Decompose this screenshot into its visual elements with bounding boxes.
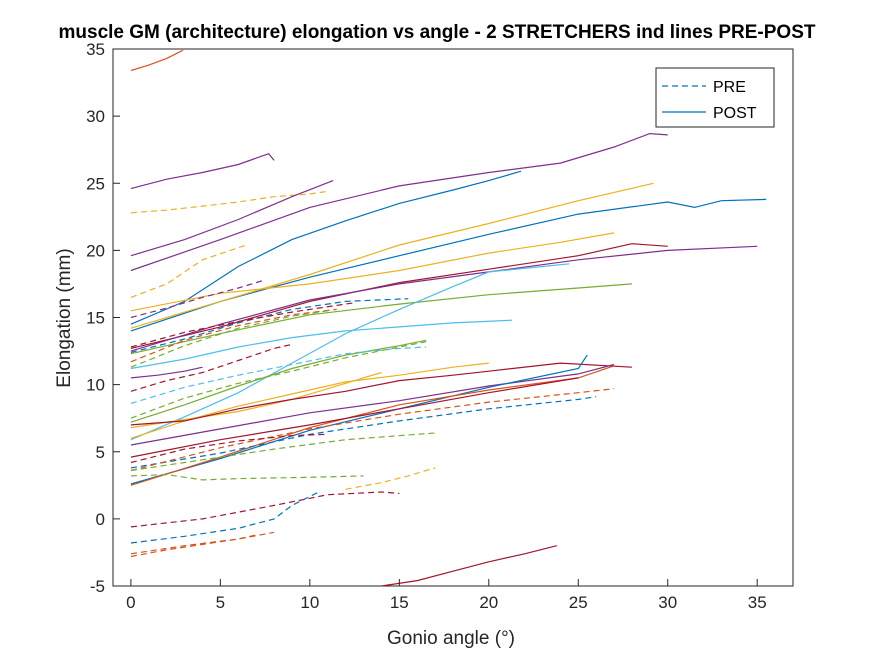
- y-tick-label: 15: [86, 309, 105, 328]
- pre-series-line: [130, 302, 355, 348]
- x-tick-label: 35: [748, 593, 767, 612]
- post-series-line: [130, 49, 184, 72]
- post-series-line: [130, 366, 203, 379]
- post-series-line: [130, 245, 758, 352]
- pre-series-line: [130, 190, 328, 214]
- x-tick-label: 20: [479, 593, 498, 612]
- pre-series-line: [130, 433, 328, 464]
- x-axis-label: Gonio angle (°): [387, 628, 515, 649]
- x-tick-label: 30: [658, 593, 677, 612]
- pre-series-line: [130, 244, 248, 298]
- pre-series-line: [130, 310, 328, 368]
- legend: PRE POST: [655, 67, 775, 128]
- pre-series-line: [130, 396, 597, 469]
- pre-series-line: [130, 343, 293, 392]
- post-series-line: [130, 263, 570, 441]
- post-series-line: [130, 339, 427, 423]
- post-series-line: [130, 182, 654, 329]
- pre-series-line: [130, 491, 400, 528]
- pre-series-line: [130, 298, 409, 353]
- pre-series-line: [130, 534, 257, 558]
- y-tick-label: 20: [86, 241, 105, 260]
- pre-series-line: [130, 346, 427, 404]
- y-tick-label: 5: [96, 443, 105, 462]
- y-tick-label: 25: [86, 174, 105, 193]
- y-tick-label: 35: [86, 40, 105, 59]
- series-layer: [130, 49, 767, 587]
- y-tick-label: 0: [96, 510, 105, 529]
- pre-series-line: [345, 467, 436, 490]
- chart-title: muscle GM (architecture) elongation vs a…: [59, 22, 816, 43]
- pre-series-line: [130, 432, 436, 472]
- y-tick-label: 30: [86, 107, 105, 126]
- pre-series-line: [130, 388, 615, 472]
- plot-area: 0 5 10 15 20 25 30 35 -5 0 5 10 15 20 25 30 35: [86, 40, 794, 612]
- x-tick-label: 15: [390, 593, 409, 612]
- post-series-line: [130, 132, 668, 272]
- post-series-line: [130, 377, 579, 458]
- y-axis-label: Elongation (mm): [54, 248, 75, 387]
- legend-label-pre: PRE: [713, 79, 746, 96]
- x-tick-label: 0: [126, 593, 135, 612]
- x-tick-label: 10: [300, 593, 319, 612]
- pre-series-line: [130, 491, 320, 544]
- legend-label-post: POST: [713, 105, 757, 122]
- axis-layer: 0 5 10 15 20 25 30 35 -5 0 5 10 15 20 25 30 35: [86, 40, 767, 612]
- legend-box: [655, 67, 775, 128]
- post-series-line: [130, 198, 767, 332]
- post-series-line: [130, 170, 522, 325]
- y-tick-label: -5: [90, 577, 105, 596]
- pre-series-line: [130, 531, 275, 555]
- y-tick-label: 10: [86, 376, 105, 395]
- post-series-line: [130, 180, 334, 257]
- pre-series-line: [130, 308, 337, 363]
- post-series-line: [130, 152, 275, 190]
- x-tick-label: 25: [569, 593, 588, 612]
- post-series-line: [130, 243, 668, 349]
- post-series-line: [130, 371, 382, 429]
- post-series-line: [130, 319, 513, 370]
- post-series-line: [130, 362, 632, 426]
- axes-box: [112, 48, 794, 587]
- x-tick-label: 5: [216, 593, 225, 612]
- post-series-line: [130, 363, 615, 446]
- post-series-line: [381, 545, 557, 587]
- pre-series-line: [130, 279, 266, 319]
